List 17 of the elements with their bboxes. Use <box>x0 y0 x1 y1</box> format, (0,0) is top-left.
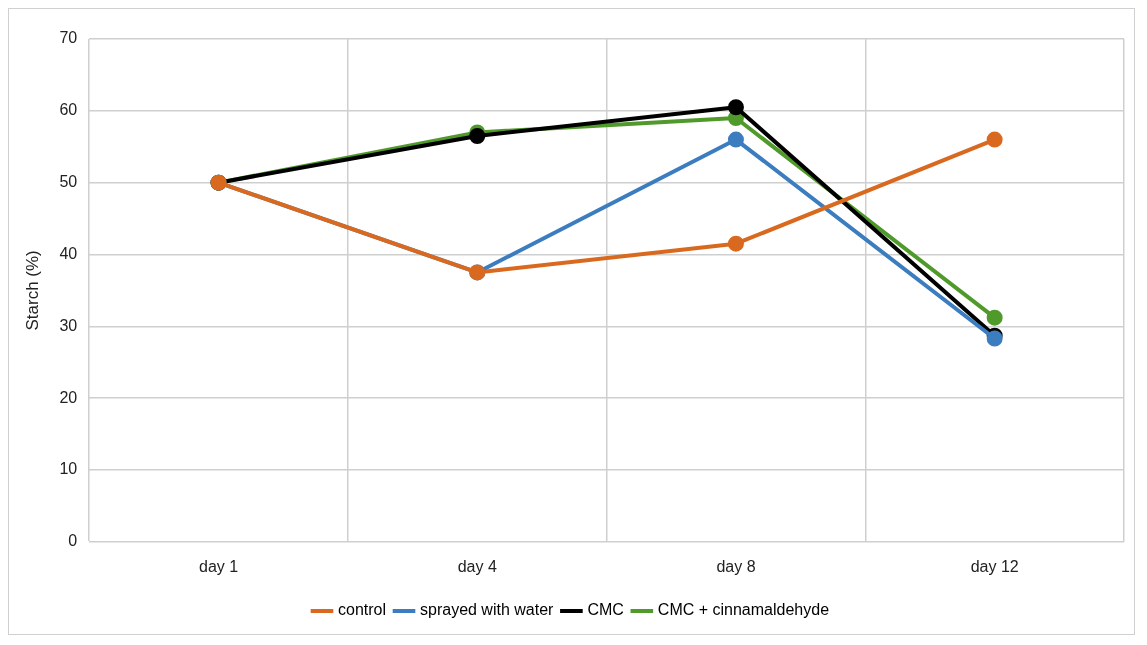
legend-label: sprayed with water <box>420 601 555 619</box>
y-tick-label: 0 <box>68 532 78 550</box>
x-tick-label: day 1 <box>198 557 239 575</box>
legend-label: control <box>337 601 387 619</box>
y-tick-label: 20 <box>59 388 78 406</box>
y-tick-label: 60 <box>59 101 78 119</box>
y-tick-label: 70 <box>59 29 78 47</box>
x-tick-label: day 4 <box>457 557 497 575</box>
x-tick-label: day 12 <box>970 557 1019 575</box>
y-axis-title: Starch (%) <box>22 250 42 331</box>
legend-label: CMC + cinnamaldehyde <box>657 601 830 619</box>
x-tick-label: day 8 <box>716 557 756 575</box>
y-tick-label: 40 <box>59 244 78 262</box>
y-tick-label: 30 <box>59 316 78 334</box>
legend-label: CMC <box>587 601 624 619</box>
y-tick-label: 10 <box>59 460 78 478</box>
y-tick-label: 50 <box>59 173 78 191</box>
